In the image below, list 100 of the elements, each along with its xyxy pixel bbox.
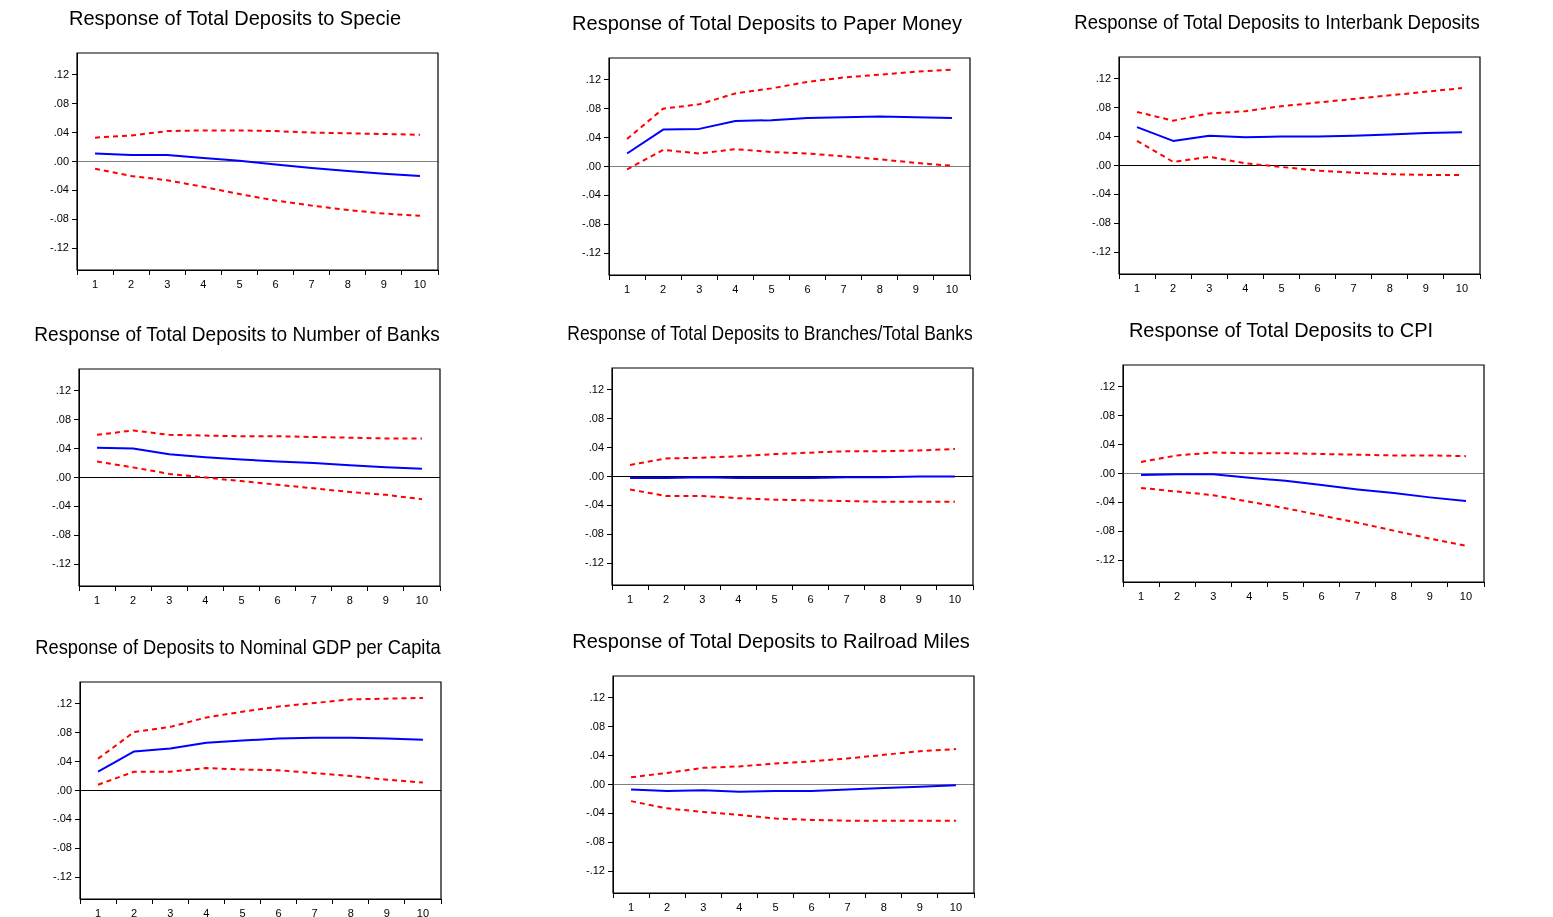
y-tick-label: .00 (55, 470, 71, 483)
x-tick-label: 5 (238, 593, 245, 606)
y-tick-label: -.04 (586, 806, 605, 819)
x-tick-label: 7 (840, 282, 847, 295)
y-tick-label: .04 (55, 441, 71, 454)
x-tick-label: 5 (772, 900, 779, 913)
y-tick-label: .08 (56, 725, 72, 738)
y-tick-label: .08 (589, 719, 605, 732)
x-tick-label: 5 (1282, 589, 1289, 602)
chart-title: Response of Total Deposits to Branches/Total Banks (567, 321, 973, 344)
y-tick-label: -.12 (52, 557, 71, 570)
y-tick-label: .04 (1099, 437, 1115, 450)
x-tick-label: 3 (1210, 589, 1217, 602)
x-tick-label: 7 (843, 592, 850, 605)
x-tick-label: 3 (164, 277, 171, 290)
x-tick-label: 9 (915, 592, 922, 605)
x-tick-label: 10 (945, 282, 959, 295)
x-tick-label: 2 (664, 900, 671, 913)
x-tick-label: 9 (1422, 281, 1429, 294)
x-tick-label: 8 (346, 593, 353, 606)
x-tick-label: 3 (696, 282, 703, 295)
x-tick-label: 5 (768, 282, 775, 295)
y-tick-label: -.08 (53, 841, 72, 854)
y-tick-label: -.08 (1096, 524, 1115, 537)
x-tick-label: 2 (1174, 589, 1181, 602)
x-tick-label: 7 (1354, 589, 1361, 602)
x-tick-label: 10 (1455, 281, 1469, 294)
x-tick-label: 1 (623, 282, 631, 295)
x-tick-label: 7 (311, 906, 318, 917)
x-tick-label: 8 (876, 282, 883, 295)
y-tick-label: .08 (53, 96, 69, 109)
y-tick-label: .04 (588, 440, 604, 453)
x-tick-label: 9 (916, 900, 923, 913)
y-tick-label: .00 (56, 783, 72, 796)
x-tick-label: 3 (1206, 281, 1213, 294)
chart-title: Response of Deposits to Nominal GDP per Capita (35, 635, 441, 658)
y-tick-label: -.08 (586, 835, 605, 848)
y-tick-label: .04 (56, 754, 72, 767)
x-tick-label: 2 (128, 277, 135, 290)
x-tick-label: 4 (736, 900, 743, 913)
x-tick-label: 8 (347, 906, 354, 917)
chart-title: Response of Total Deposits to Specie (68, 6, 402, 29)
x-tick-label: 6 (808, 900, 815, 913)
y-tick-label: -.12 (50, 241, 69, 254)
x-tick-label: 5 (1278, 281, 1285, 294)
y-tick-label: .12 (585, 72, 601, 85)
x-tick-label: 7 (1350, 281, 1357, 294)
chart-title: Response of Total Deposits to Railroad Miles (572, 629, 970, 652)
y-tick-label: -.12 (53, 870, 72, 883)
y-tick-label: .04 (53, 125, 69, 138)
x-tick-label: 5 (771, 592, 778, 605)
x-tick-label: 9 (912, 282, 919, 295)
y-tick-label: .00 (589, 777, 605, 790)
y-tick-label: .12 (55, 383, 71, 396)
y-tick-label: .12 (1099, 379, 1115, 392)
x-tick-label: 7 (844, 900, 851, 913)
y-tick-label: .00 (53, 154, 69, 167)
x-tick-label: 4 (202, 593, 209, 606)
x-tick-label: 2 (663, 592, 670, 605)
y-tick-label: -.04 (53, 812, 72, 825)
x-tick-label: 1 (627, 900, 635, 913)
y-tick-label: .04 (585, 130, 601, 143)
x-tick-label: 9 (380, 277, 387, 290)
y-tick-label: .00 (1099, 466, 1115, 479)
x-tick-label: 8 (1386, 281, 1393, 294)
x-tick-label: 2 (131, 906, 138, 917)
x-tick-label: 2 (1170, 281, 1177, 294)
y-tick-label: .00 (588, 469, 604, 482)
y-tick-label: -.12 (1092, 245, 1111, 258)
y-tick-label: -.04 (585, 498, 604, 511)
chart-title: Response of Total Deposits to Paper Money (572, 11, 962, 34)
x-tick-label: 7 (308, 277, 315, 290)
y-tick-label: -.08 (582, 217, 601, 230)
x-tick-label: 5 (236, 277, 243, 290)
x-tick-label: 6 (807, 592, 814, 605)
chart-title: Response of Total Deposits to CPI (1128, 318, 1434, 341)
x-tick-label: 1 (91, 277, 99, 290)
x-tick-label: 6 (274, 593, 281, 606)
y-tick-label: -.04 (582, 188, 601, 201)
x-tick-label: 6 (1314, 281, 1321, 294)
x-tick-label: 10 (1459, 589, 1473, 602)
x-tick-label: 4 (200, 277, 207, 290)
x-tick-label: 8 (1390, 589, 1397, 602)
x-tick-label: 4 (732, 282, 739, 295)
y-tick-label: .12 (1095, 71, 1111, 84)
x-tick-label: 6 (272, 277, 279, 290)
x-tick-label: 1 (626, 592, 634, 605)
x-tick-label: 9 (1426, 589, 1433, 602)
y-tick-label: .00 (585, 159, 601, 172)
x-tick-label: 1 (93, 593, 101, 606)
y-tick-label: .08 (1099, 408, 1115, 421)
x-tick-label: 1 (1133, 281, 1141, 294)
y-tick-label: .12 (588, 382, 604, 395)
x-tick-label: 8 (344, 277, 351, 290)
y-tick-label: -.12 (582, 246, 601, 259)
x-tick-label: 5 (239, 906, 246, 917)
x-tick-label: 10 (415, 593, 429, 606)
x-tick-label: 4 (1246, 589, 1253, 602)
y-tick-label: -.12 (585, 556, 604, 569)
y-tick-label: -.08 (50, 212, 69, 225)
